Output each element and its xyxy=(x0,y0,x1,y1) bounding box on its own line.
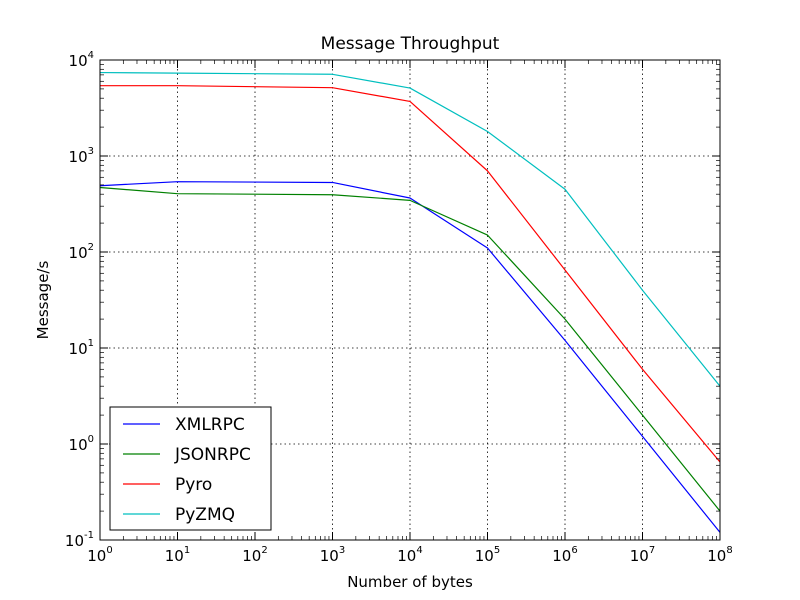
x-tick-base: 10 xyxy=(87,547,106,565)
x-tick-label: 102 xyxy=(242,545,267,565)
x-tick-exponent: 7 xyxy=(649,545,655,556)
y-axis-label: Message/s xyxy=(34,261,52,340)
x-tick-label: 106 xyxy=(552,545,577,565)
y-tick-label: 100 xyxy=(69,434,94,454)
x-tick-exponent: 5 xyxy=(494,545,500,556)
legend-label-pyro: Pyro xyxy=(175,475,212,495)
x-tick-base: 10 xyxy=(707,547,726,565)
x-axis-label: Number of bytes xyxy=(347,573,473,591)
x-tick-base: 10 xyxy=(552,547,571,565)
legend-box xyxy=(109,406,272,531)
y-tick-exponent: 2 xyxy=(88,242,94,253)
y-tick-exponent: -1 xyxy=(84,530,94,541)
series-line-jsonrpc xyxy=(99,186,721,512)
x-tick-label: 105 xyxy=(475,545,500,565)
x-tick-label: 107 xyxy=(630,545,655,565)
x-tick-base: 10 xyxy=(630,547,649,565)
x-tick-base: 10 xyxy=(242,547,261,565)
series-line-xmlrpc xyxy=(99,181,721,533)
tick-labels: 100 101 102 103 104 105 106 107 10810-1100101102… xyxy=(65,50,733,565)
series-line-pyzmq xyxy=(99,71,721,387)
y-tick-base: 10 xyxy=(69,436,88,454)
x-tick-exponent: 1 xyxy=(184,545,190,556)
x-tick-base: 10 xyxy=(165,547,184,565)
y-tick-label: 101 xyxy=(69,338,94,358)
legend-label-xmlrpc: XMLRPC xyxy=(175,415,245,435)
x-tick-label: 103 xyxy=(320,545,345,565)
y-tick-exponent: 3 xyxy=(88,146,94,157)
y-tick-exponent: 0 xyxy=(88,434,94,445)
y-tick-base: 10 xyxy=(69,148,88,166)
y-tick-base: 10 xyxy=(65,532,84,550)
grid-lines xyxy=(100,60,720,540)
x-tick-exponent: 0 xyxy=(106,545,112,556)
x-tick-exponent: 3 xyxy=(339,545,345,556)
x-tick-label: 108 xyxy=(707,545,732,565)
chart-title: Message Throughput xyxy=(321,34,500,54)
y-tick-label: 10-1 xyxy=(65,530,94,550)
axis-ticks xyxy=(99,59,721,541)
x-tick-exponent: 4 xyxy=(416,545,422,556)
legend-label-jsonrpc: JSONRPC xyxy=(174,445,251,465)
x-tick-base: 10 xyxy=(320,547,339,565)
x-tick-exponent: 8 xyxy=(726,545,732,556)
y-tick-base: 10 xyxy=(69,340,88,358)
y-tick-label: 104 xyxy=(69,50,94,70)
data-series xyxy=(99,71,721,533)
y-tick-label: 103 xyxy=(69,146,94,166)
y-tick-exponent: 4 xyxy=(88,50,94,61)
y-tick-label: 102 xyxy=(69,242,94,262)
x-tick-exponent: 2 xyxy=(261,545,267,556)
x-tick-label: 101 xyxy=(165,545,190,565)
y-tick-exponent: 1 xyxy=(88,338,94,349)
x-tick-base: 10 xyxy=(397,547,416,565)
y-tick-base: 10 xyxy=(69,244,88,262)
x-tick-label: 104 xyxy=(397,545,422,565)
legend-label-pyzmq: PyZMQ xyxy=(175,505,235,525)
y-tick-base: 10 xyxy=(69,52,88,70)
x-tick-label: 100 xyxy=(87,545,112,565)
x-tick-exponent: 6 xyxy=(571,545,577,556)
legend: XMLRPC JSONRPC Pyro PyZMQ xyxy=(109,406,272,531)
x-tick-base: 10 xyxy=(475,547,494,565)
series-line-pyro xyxy=(100,85,721,463)
